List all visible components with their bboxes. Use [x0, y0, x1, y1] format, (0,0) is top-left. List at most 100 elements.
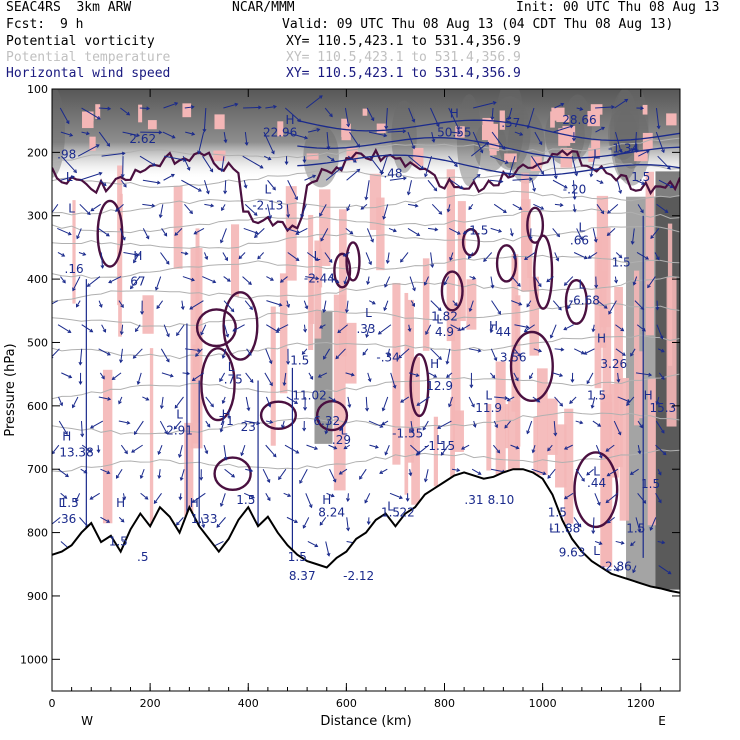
- forecast-value: 9 h: [60, 17, 84, 32]
- wind-vector: [554, 203, 563, 206]
- wind-vector: [57, 468, 69, 477]
- wind-vector: [554, 396, 563, 407]
- wind-vector-head: [381, 407, 386, 412]
- wind-vector: [135, 324, 141, 332]
- wind-vector: [514, 131, 523, 136]
- wind-vector-head: [630, 240, 635, 245]
- wind-vector-head: [78, 381, 83, 385]
- wind-vector: [388, 227, 397, 232]
- legend-xy-wind: XY= 110.5,423.1 to 531.4,356.9: [286, 66, 521, 81]
- pv-contour-cell: [495, 244, 517, 283]
- extremum-label: .66: [570, 233, 589, 247]
- wind-vector: [448, 227, 461, 235]
- wind-vector: [200, 324, 207, 335]
- wind-vector-head: [379, 470, 384, 474]
- wind-vector: [142, 396, 149, 401]
- wind-vector-head: [49, 214, 52, 217]
- wind-vector-head: [558, 306, 562, 311]
- wind-vector: [410, 420, 414, 433]
- extremum-label: L: [485, 389, 492, 403]
- wind-vector-head: [356, 143, 360, 148]
- wind-speed-contour: [297, 136, 680, 159]
- wind-vector: [201, 517, 205, 528]
- wind-vector: [119, 228, 126, 241]
- wind-vector: [328, 396, 336, 402]
- wind-vector-head: [106, 232, 110, 237]
- wind-vector: [446, 348, 451, 364]
- wind-vector: [607, 516, 615, 524]
- wind-vector: [184, 106, 194, 109]
- wind-vector-head: [563, 282, 568, 286]
- wind-vector: [655, 444, 667, 455]
- wind-vector: [384, 444, 390, 455]
- wind-vector-head: [457, 130, 462, 135]
- wind-vector: [407, 131, 415, 149]
- wind-vector-head: [507, 172, 512, 177]
- pv-shading-patch: [277, 121, 284, 137]
- wind-vector-head: [556, 233, 561, 238]
- wind-vector: [513, 348, 521, 357]
- wind-vector-head: [191, 277, 195, 282]
- wind-vector-head: [89, 424, 94, 429]
- wind-vector-head: [446, 208, 451, 213]
- wind-vector: [532, 396, 540, 403]
- wind-vector: [244, 420, 260, 424]
- wind-vector-head: [662, 451, 667, 456]
- wind-vector: [244, 203, 258, 216]
- wind-vector-head: [344, 309, 349, 314]
- wind-vector-head: [85, 131, 90, 136]
- pv-shading-streak: [270, 306, 276, 446]
- wind-vector: [408, 372, 419, 377]
- wind-vector-head: [166, 333, 170, 338]
- wind-vector: [507, 396, 515, 402]
- y-tick-label: 200: [27, 146, 48, 159]
- wind-vector-head: [569, 400, 573, 404]
- wind-vector: [380, 156, 388, 175]
- wind-vector: [655, 493, 662, 503]
- wind-vector: [563, 324, 574, 330]
- wind-vector: [90, 203, 101, 212]
- wind-vector: [161, 228, 167, 237]
- wind-vector: [108, 276, 122, 283]
- pv-shading-streak: [333, 294, 346, 491]
- extremum-label: 1.5: [626, 522, 645, 536]
- wind-vector: [344, 276, 348, 284]
- isentrope-line: [52, 411, 680, 435]
- wind-vector-head: [126, 420, 131, 425]
- wind-vector-head: [190, 105, 195, 110]
- wind-vector: [368, 131, 387, 137]
- wind-vector-head: [490, 284, 495, 289]
- wind-vector: [430, 107, 440, 127]
- wind-vector-head: [151, 203, 156, 208]
- wind-vector: [192, 372, 205, 381]
- wind-vector-head: [134, 328, 139, 333]
- pv-shading-streak: [404, 292, 409, 495]
- pv-shading-streak: [511, 254, 519, 412]
- wind-vector: [265, 106, 277, 109]
- wind-vector: [493, 203, 507, 213]
- wind-vector-head: [469, 384, 474, 389]
- wind-vector-head: [591, 530, 596, 535]
- pv-shading-patch: [482, 117, 494, 129]
- wind-vector-head: [268, 360, 273, 365]
- wind-vector-head: [216, 524, 221, 528]
- wind-vector-head: [506, 397, 511, 402]
- wind-vector: [634, 132, 637, 151]
- wind-vector: [295, 227, 308, 235]
- wind-vector: [657, 348, 665, 353]
- wind-vector-head: [315, 257, 319, 261]
- pv-contour-cell: [315, 399, 349, 432]
- wind-vector: [318, 372, 328, 378]
- wind-vector: [510, 444, 519, 449]
- pv-shading-streak: [495, 361, 506, 476]
- pv-contour-cell: [409, 353, 430, 418]
- pv-shading-streak: [529, 276, 540, 356]
- wind-vector-head: [403, 176, 407, 181]
- wind-vector: [424, 469, 429, 482]
- pv-shading-streak: [505, 404, 510, 449]
- wind-vector: [490, 468, 506, 473]
- wind-vector-head: [660, 376, 665, 380]
- wind-vector: [337, 324, 348, 333]
- extremum-label: 1.82: [431, 309, 458, 323]
- wind-vector: [81, 131, 90, 135]
